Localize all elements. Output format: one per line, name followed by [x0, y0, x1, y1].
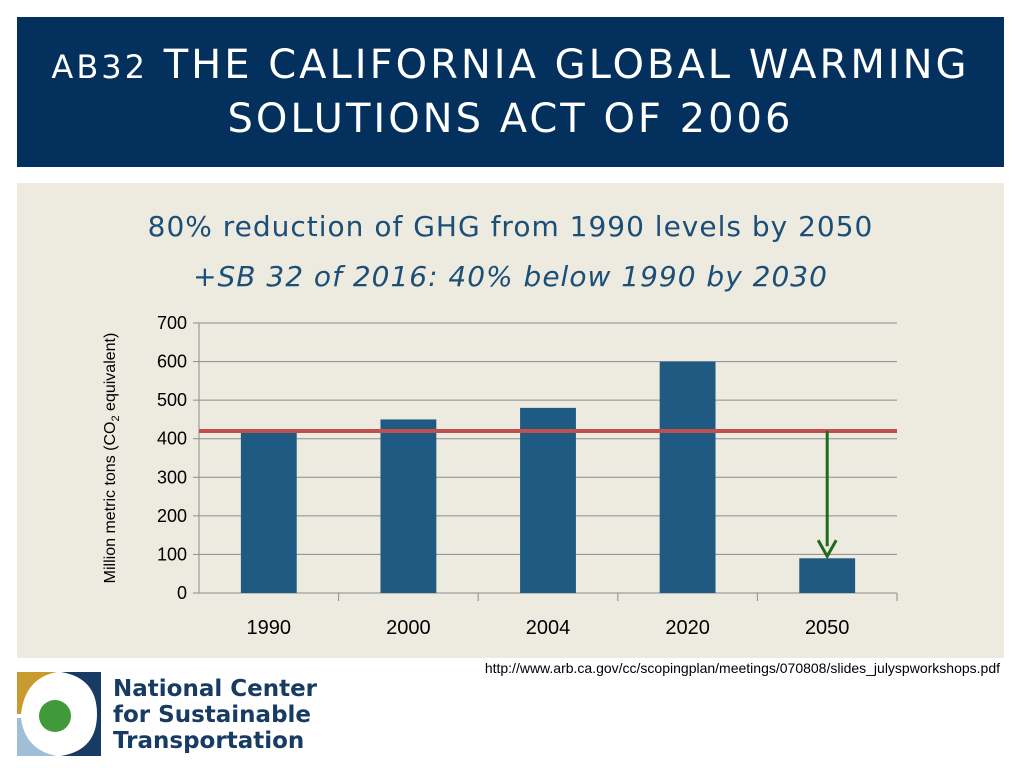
x-tick-label: 2050: [805, 617, 850, 639]
title-prefix: AB32: [51, 48, 148, 86]
ncst-logo-icon: [17, 672, 101, 756]
logo-text: National Center for Sustainable Transpor…: [113, 676, 317, 754]
emissions-chart: 0 100 200 300 400 500 600 700 1990 2000 2004 2020 20…: [102, 313, 898, 639]
x-tick-label: 2004: [526, 617, 571, 639]
x-tick-label: 2000: [386, 617, 431, 639]
y-tick-label: 400: [157, 429, 187, 449]
y-tick-label: 500: [157, 390, 187, 410]
x-tick-label: 1990: [247, 617, 292, 639]
logo-line2: for Sustainable: [113, 702, 312, 728]
bar-2020: [659, 361, 716, 593]
reduction-arrow-head: [816, 539, 838, 560]
title-line2: Solutions Act of 2006: [227, 96, 794, 142]
y-tick-label: 100: [157, 544, 187, 564]
y-tick-label: 600: [157, 352, 187, 372]
logo-line3: Transportation: [113, 728, 305, 754]
bar-2000: [380, 419, 437, 593]
logo-line1: National Center: [113, 676, 318, 702]
subtitle-line1: 80% reduction of GHG from 1990 levels by…: [147, 210, 874, 243]
title-line1: The California Global Warming: [163, 42, 970, 88]
y-axis-label: Million metric tons (CO2 equivalent): [102, 333, 122, 584]
title-band: AB32 The California Global Warming Solut…: [17, 17, 1004, 167]
slide-title: AB32 The California Global Warming Solut…: [51, 39, 969, 145]
content-panel: 80% reduction of GHG from 1990 levels by…: [17, 183, 1004, 658]
bar-2050: [799, 558, 856, 593]
y-tick-label: 700: [157, 313, 187, 333]
subtitle-line2: +SB 32 of 2016: 40% below 1990 by 2030: [193, 260, 828, 293]
y-tick-label: 300: [157, 467, 187, 487]
source-url[interactable]: http://www.arb.ca.gov/cc/scopingplan/mee…: [484, 660, 1000, 676]
y-tick-label: 0: [177, 583, 187, 603]
bar-2004: [520, 407, 576, 593]
bar-1990: [240, 431, 297, 593]
y-tick-label: 200: [157, 506, 187, 526]
x-tick-label: 2020: [665, 617, 710, 639]
